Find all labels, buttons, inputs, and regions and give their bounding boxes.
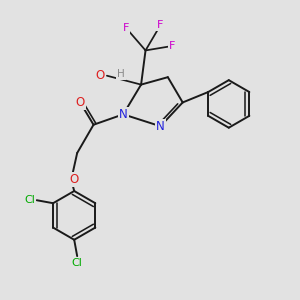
Text: O: O — [95, 69, 104, 82]
Text: Cl: Cl — [72, 258, 83, 268]
Text: O: O — [76, 96, 85, 109]
Text: H: H — [117, 69, 125, 79]
Text: N: N — [156, 120, 165, 133]
Text: Cl: Cl — [24, 195, 35, 205]
Text: F: F — [157, 20, 164, 30]
Text: F: F — [123, 23, 129, 33]
Text: F: F — [169, 41, 176, 51]
Text: O: O — [70, 173, 79, 186]
Text: N: N — [119, 108, 128, 121]
